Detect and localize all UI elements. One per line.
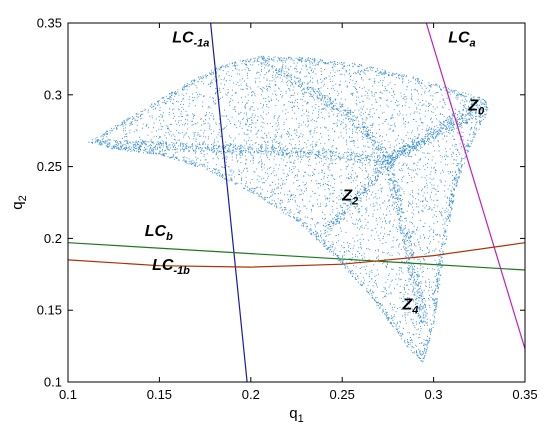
- critical-curves: [68, 23, 525, 382]
- plot-frame: [67, 22, 526, 383]
- annotation-lcb: LCb: [145, 223, 173, 243]
- x-tick-label: 0.3: [425, 387, 443, 402]
- annotation-z0: Z0: [467, 98, 485, 118]
- y-tick-label: 0.35: [37, 16, 62, 31]
- annotation-z2: Z2: [341, 187, 358, 207]
- curve-lc-1b: [68, 242, 525, 268]
- y-tick-label: 0.3: [44, 87, 62, 102]
- y-tick-label: 0.25: [37, 159, 62, 174]
- annotation-lca: LCa: [448, 29, 475, 49]
- y-tick-label: 0.1: [44, 375, 62, 390]
- annotation-lc-1b: LC-1b: [152, 257, 190, 277]
- x-tick-label: 0.25: [330, 387, 355, 402]
- y-tick-label: 0.2: [44, 231, 62, 246]
- x-tick-label: 0.1: [59, 387, 77, 402]
- annotation-lc-1a: LC-1a: [172, 29, 209, 49]
- curve-lcb: [68, 242, 525, 271]
- annotations: LC-1a LCa Z0 Z2 LCb LC-1b Z4: [145, 29, 485, 316]
- x-tick-label: 0.15: [147, 387, 172, 402]
- y-tick-label: 0.15: [37, 303, 62, 318]
- annotation-z4: Z4: [402, 296, 419, 316]
- attractor-points: [88, 55, 489, 363]
- attractor-scatter: [88, 55, 489, 363]
- x-tick-label: 0.2: [242, 387, 260, 402]
- curve-lca: [425, 23, 525, 350]
- x-tick-label: 0.35: [512, 387, 537, 402]
- y-axis-label: q2: [9, 195, 29, 209]
- plot-area: [68, 23, 525, 382]
- x-axis-label: q1: [289, 405, 303, 425]
- axis-ticks: 0.1 0.15 0.2 0.25 0.3 0.35 0.1 0.15 0.2 0.25 0.3 0.…: [37, 16, 538, 403]
- curve-lc-1a: [210, 23, 248, 382]
